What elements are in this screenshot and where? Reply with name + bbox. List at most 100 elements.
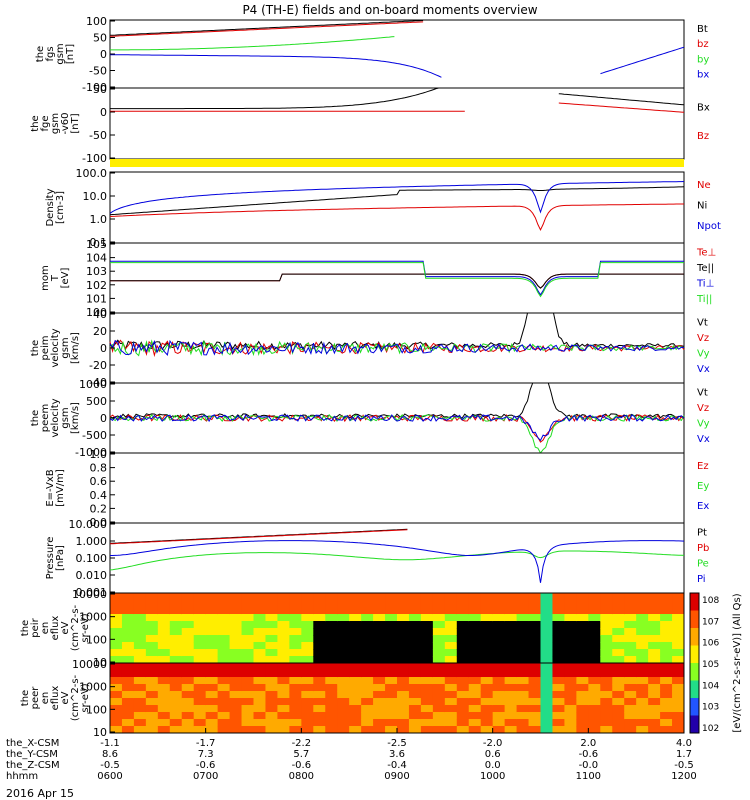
heatmap-cell bbox=[516, 614, 530, 622]
heatmap-cell bbox=[157, 698, 171, 706]
heatmap-cell bbox=[265, 663, 278, 671]
heatmap-cell bbox=[432, 726, 446, 734]
heatmap-cell bbox=[181, 691, 195, 699]
heatmap-cell bbox=[672, 600, 685, 608]
heatmap-cell bbox=[349, 663, 362, 671]
heatmap-cell bbox=[672, 642, 685, 650]
heatmap-cell bbox=[468, 712, 482, 720]
heatmap-cell bbox=[516, 621, 530, 629]
y-tick-label: 0 bbox=[100, 342, 107, 355]
heatmap-cell bbox=[456, 691, 470, 699]
heatmap-cell bbox=[217, 621, 231, 629]
heatmap-cell bbox=[552, 642, 565, 650]
heatmap-cell bbox=[588, 691, 601, 699]
heatmap-cell bbox=[121, 719, 135, 727]
heatmap-cell bbox=[540, 649, 553, 657]
heatmap-cell bbox=[121, 691, 135, 699]
heatmap-cell bbox=[241, 600, 254, 608]
series-line-pi bbox=[110, 540, 685, 583]
heatmap-cell bbox=[564, 635, 577, 643]
heatmap-cell bbox=[193, 656, 207, 664]
heatmap-cell bbox=[110, 628, 123, 636]
heatmap-cell bbox=[660, 593, 673, 601]
heatmap-cell bbox=[193, 621, 207, 629]
heatmap-cell bbox=[612, 656, 625, 664]
heatmap-cell bbox=[660, 628, 673, 636]
heatmap-cell bbox=[181, 712, 195, 720]
heatmap-cell bbox=[564, 726, 577, 734]
panel-1: Bt bz by bx 100 50 0 -50 -100 the fgs gsm [nT] bbox=[35, 15, 709, 94]
heatmap-cell bbox=[492, 712, 506, 720]
series-line-vx bbox=[109, 414, 685, 442]
heatmap-cell bbox=[157, 712, 171, 720]
heatmap-cell bbox=[672, 663, 685, 671]
heatmap-cell bbox=[349, 712, 362, 720]
heatmap-cell bbox=[361, 663, 374, 671]
heatmap-cell bbox=[169, 663, 183, 671]
heatmap-cell bbox=[385, 656, 398, 664]
heatmap-cell bbox=[600, 656, 613, 664]
heatmap-cell bbox=[420, 649, 434, 657]
heatmap-cell bbox=[552, 593, 565, 601]
heatmap-cell bbox=[217, 593, 231, 601]
heatmap-cell bbox=[301, 607, 314, 615]
panel-frame bbox=[109, 19, 685, 89]
heatmap-cell bbox=[110, 614, 123, 622]
heatmap-cell bbox=[361, 712, 374, 720]
heatmap-cell bbox=[468, 726, 482, 734]
y-tick-label: 103 bbox=[86, 265, 107, 278]
y-axis-label: T bbox=[50, 274, 61, 282]
heatmap-cell bbox=[552, 719, 565, 727]
heatmap-cell bbox=[588, 712, 601, 720]
heatmap-cell bbox=[325, 691, 338, 699]
heatmap-cell bbox=[265, 726, 278, 734]
heatmap-cell bbox=[612, 719, 625, 727]
heatmap-cell bbox=[361, 719, 374, 727]
heatmap-cell bbox=[349, 635, 362, 643]
heatmap-cell bbox=[420, 635, 434, 643]
heatmap-cell bbox=[444, 698, 458, 706]
heatmap-cell bbox=[540, 621, 553, 629]
heatmap-cell bbox=[397, 684, 410, 692]
y-tick-label: 10.000 bbox=[69, 518, 108, 531]
x-tick-label: 1000 bbox=[480, 771, 505, 782]
heatmap-cell bbox=[337, 628, 350, 636]
heatmap-cell bbox=[313, 593, 326, 601]
y-tick-label: -500 bbox=[82, 429, 107, 442]
heatmap-cell bbox=[408, 614, 422, 622]
heatmap-cell bbox=[121, 726, 135, 734]
heatmap-cell bbox=[600, 642, 613, 650]
heatmap-cell bbox=[253, 691, 266, 699]
heatmap-cell bbox=[660, 691, 673, 699]
heatmap-cell bbox=[385, 705, 398, 713]
heatmap-cell bbox=[205, 628, 219, 636]
heatmap-cell bbox=[528, 691, 541, 699]
y-tick-label: 0.010 bbox=[76, 569, 108, 582]
heatmap-cell bbox=[516, 719, 530, 727]
x-tick-label: 1100 bbox=[576, 771, 601, 782]
heatmap-cell bbox=[588, 684, 601, 692]
heatmap-cell bbox=[576, 670, 589, 678]
heatmap-cell bbox=[624, 670, 637, 678]
heatmap-cell bbox=[504, 628, 518, 636]
heatmap-cell bbox=[397, 607, 410, 615]
heatmap-cell bbox=[229, 656, 243, 664]
x-tick-label: -0.4 bbox=[387, 760, 407, 771]
heatmap-cell bbox=[480, 670, 494, 678]
heatmap-cell bbox=[241, 656, 254, 664]
heatmap-cell bbox=[516, 593, 530, 601]
heatmap-cell bbox=[636, 677, 649, 685]
heatmap-cell bbox=[468, 670, 482, 678]
heatmap-cell bbox=[121, 663, 135, 671]
legend-entry: Vx bbox=[697, 364, 710, 375]
heatmap-cell bbox=[181, 677, 195, 685]
heatmap-cell bbox=[397, 649, 410, 657]
heatmap-cell bbox=[456, 642, 470, 650]
heatmap-cell bbox=[325, 663, 338, 671]
heatmap-cell bbox=[277, 705, 290, 713]
heatmap-cell bbox=[432, 656, 446, 664]
y-tick-label: 0.100 bbox=[76, 552, 108, 565]
heatmap-cell bbox=[361, 593, 374, 601]
heatmap-cell bbox=[337, 607, 350, 615]
heatmap-cell bbox=[540, 628, 553, 636]
